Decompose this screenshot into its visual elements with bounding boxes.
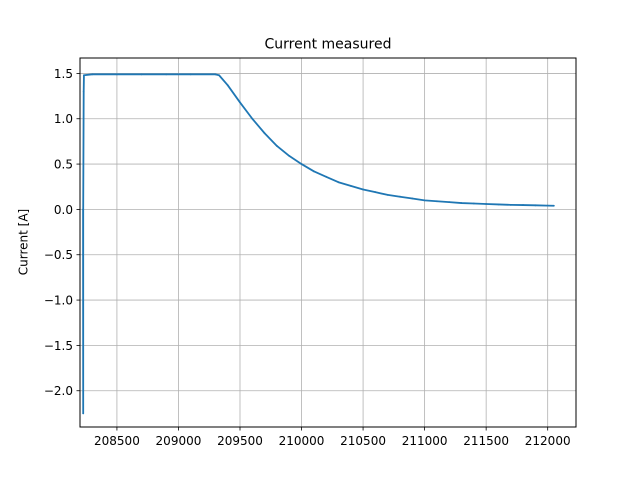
data-point: [276, 145, 278, 147]
data-point: [214, 73, 217, 76]
y-tick-label: −0.5: [44, 248, 73, 262]
data-point: [534, 204, 537, 207]
data-point: [263, 132, 266, 135]
data-point: [423, 199, 426, 202]
y-tick-label: 0.5: [54, 158, 73, 172]
data-point: [288, 155, 291, 157]
data-point: [325, 175, 328, 178]
grid: [80, 58, 576, 427]
x-tick-label: 209000: [156, 434, 202, 448]
series-group: [82, 73, 555, 415]
data-point: [485, 203, 488, 205]
data-point: [82, 90, 85, 93]
data-point: [83, 74, 85, 77]
x-tick-label: 212000: [525, 434, 571, 448]
data-point: [251, 117, 254, 120]
y-tick-label: −1.5: [44, 339, 73, 353]
y-tick-label: 1.5: [54, 67, 73, 81]
data-point: [374, 191, 377, 194]
data-point: [411, 197, 414, 200]
x-tick-label: 210500: [340, 434, 386, 448]
data-point: [349, 184, 352, 187]
data-point: [509, 203, 512, 206]
data-point: [522, 204, 524, 206]
x-tick-label: 211500: [463, 434, 509, 448]
data-point: [82, 208, 85, 211]
y-tick-label: −2.0: [44, 384, 73, 398]
y-tick-label: 0.0: [54, 203, 73, 217]
data-point: [448, 201, 451, 204]
data-point: [552, 204, 555, 207]
data-point: [218, 74, 220, 77]
axis-ticks: 208500 209000 209500 210000 210500 211000 2115…: [44, 67, 571, 448]
x-tick-label: 210000: [279, 434, 325, 448]
data-point: [312, 170, 315, 173]
data-point: [436, 200, 438, 203]
data-point: [226, 84, 229, 87]
data-point: [116, 73, 118, 76]
data-point: [497, 203, 500, 206]
data-point: [399, 195, 401, 198]
data-point: [165, 73, 168, 76]
plot-frame: [79, 57, 577, 428]
y-tick-label: 1.0: [54, 112, 73, 126]
data-point: [91, 73, 94, 76]
data-point: [386, 194, 389, 196]
data-point: [82, 253, 84, 256]
y-axis-label: Current [A]: [17, 209, 31, 275]
data-point: [82, 412, 85, 415]
data-point: [460, 202, 463, 204]
x-tick-label: 209500: [217, 434, 263, 448]
data-point: [472, 202, 475, 205]
x-tick-label: 211000: [402, 434, 448, 448]
data-point: [300, 163, 303, 165]
data-point: [140, 73, 143, 76]
data-point: [189, 73, 192, 76]
data-point: [362, 188, 364, 191]
y-tick-label: −1.0: [44, 294, 73, 308]
data-point: [546, 204, 549, 207]
data-point: [239, 101, 241, 104]
chart-title: Current measured: [265, 37, 392, 53]
x-tick-label: 208500: [94, 434, 140, 448]
data-point: [337, 181, 340, 184]
